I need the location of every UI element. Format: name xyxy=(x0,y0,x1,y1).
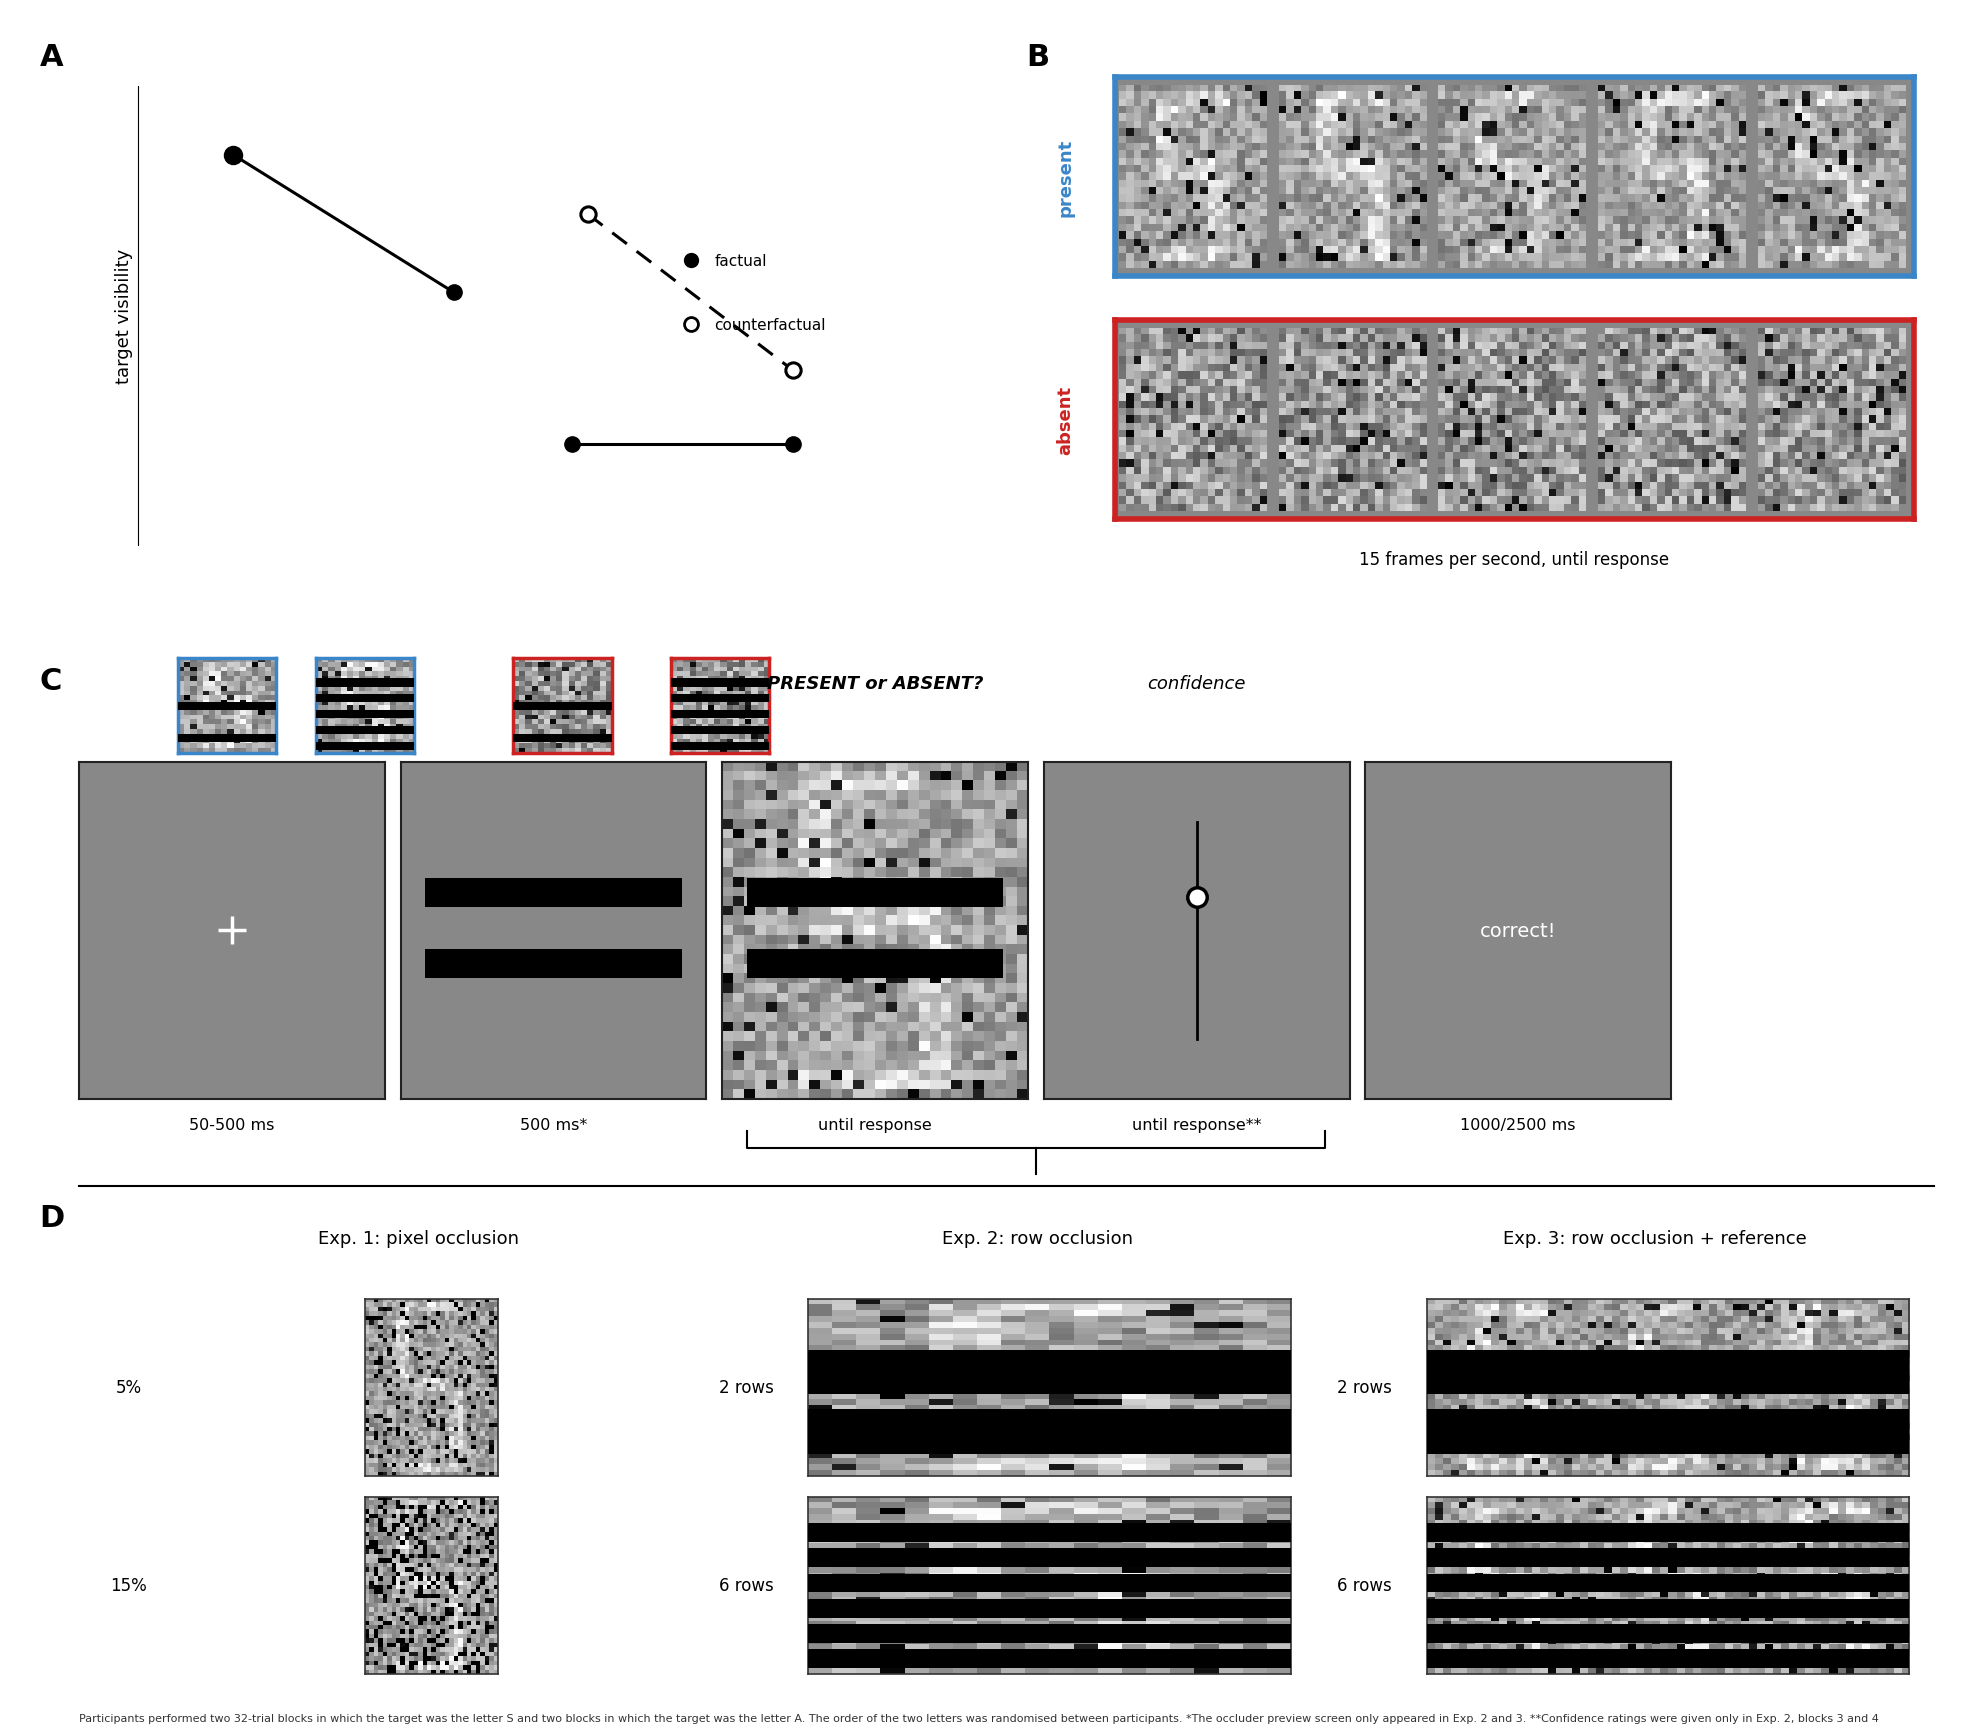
Text: confidence: confidence xyxy=(1148,675,1245,693)
Text: counterfactual: counterfactual xyxy=(714,317,827,333)
Text: D: D xyxy=(39,1204,65,1233)
Bar xyxy=(1426,1410,1908,1453)
Bar xyxy=(1426,1574,1908,1593)
Text: 15 frames per second, until response: 15 frames per second, until response xyxy=(1359,551,1669,568)
Y-axis label: target visibility: target visibility xyxy=(114,248,132,385)
Bar xyxy=(316,710,414,719)
Bar xyxy=(316,726,414,734)
Text: 2 rows: 2 rows xyxy=(718,1379,773,1396)
Text: A: A xyxy=(39,43,63,73)
Bar xyxy=(809,1649,1290,1668)
Bar xyxy=(1426,1351,1908,1394)
Bar xyxy=(809,1548,1290,1567)
Bar xyxy=(671,679,769,688)
Text: Exp. 1: pixel occlusion: Exp. 1: pixel occlusion xyxy=(318,1230,519,1247)
Bar xyxy=(316,679,414,688)
Text: 15%: 15% xyxy=(110,1576,146,1595)
Bar xyxy=(671,741,769,750)
Bar xyxy=(1426,1625,1908,1644)
Text: 6 rows: 6 rows xyxy=(720,1576,773,1595)
Text: 500 ms*: 500 ms* xyxy=(519,1117,588,1133)
Bar xyxy=(671,695,769,703)
Bar xyxy=(809,1625,1290,1644)
Bar xyxy=(671,710,769,719)
Bar xyxy=(316,695,414,703)
Text: absent: absent xyxy=(1056,386,1075,454)
Bar xyxy=(424,878,683,908)
Text: until response: until response xyxy=(819,1117,931,1133)
Bar xyxy=(178,703,276,712)
Bar xyxy=(1426,1649,1908,1668)
Text: present: present xyxy=(1056,139,1075,216)
Text: 2 rows: 2 rows xyxy=(1338,1379,1393,1396)
Bar xyxy=(809,1574,1290,1593)
Text: B: B xyxy=(1026,43,1050,73)
Bar xyxy=(671,726,769,734)
Text: Exp. 2: row occlusion: Exp. 2: row occlusion xyxy=(941,1230,1133,1247)
Bar xyxy=(809,1522,1290,1541)
Bar xyxy=(1426,1522,1908,1541)
Text: correct!: correct! xyxy=(1480,921,1557,940)
Bar xyxy=(513,703,612,712)
Text: 5%: 5% xyxy=(114,1379,142,1396)
Text: C: C xyxy=(39,667,61,696)
Text: 1000/2500 ms: 1000/2500 ms xyxy=(1460,1117,1576,1133)
Text: PRESENT or ABSENT?: PRESENT or ABSENT? xyxy=(767,675,983,693)
Text: 50-500 ms: 50-500 ms xyxy=(189,1117,274,1133)
Bar xyxy=(178,734,276,743)
Text: 6 rows: 6 rows xyxy=(1338,1576,1393,1595)
Bar xyxy=(513,734,612,743)
Text: Exp. 3: row occlusion + reference: Exp. 3: row occlusion + reference xyxy=(1503,1230,1807,1247)
Bar xyxy=(746,878,1004,908)
Bar xyxy=(809,1351,1290,1394)
Bar xyxy=(424,949,683,979)
Text: until response**: until response** xyxy=(1133,1117,1261,1133)
Bar xyxy=(809,1599,1290,1618)
Bar xyxy=(1426,1548,1908,1567)
Bar xyxy=(316,741,414,750)
Bar xyxy=(1426,1599,1908,1618)
Text: factual: factual xyxy=(714,253,767,268)
Text: Participants performed two 32-trial blocks in which the target was the letter S : Participants performed two 32-trial bloc… xyxy=(79,1713,1878,1723)
Bar xyxy=(746,949,1004,979)
Bar xyxy=(809,1410,1290,1453)
